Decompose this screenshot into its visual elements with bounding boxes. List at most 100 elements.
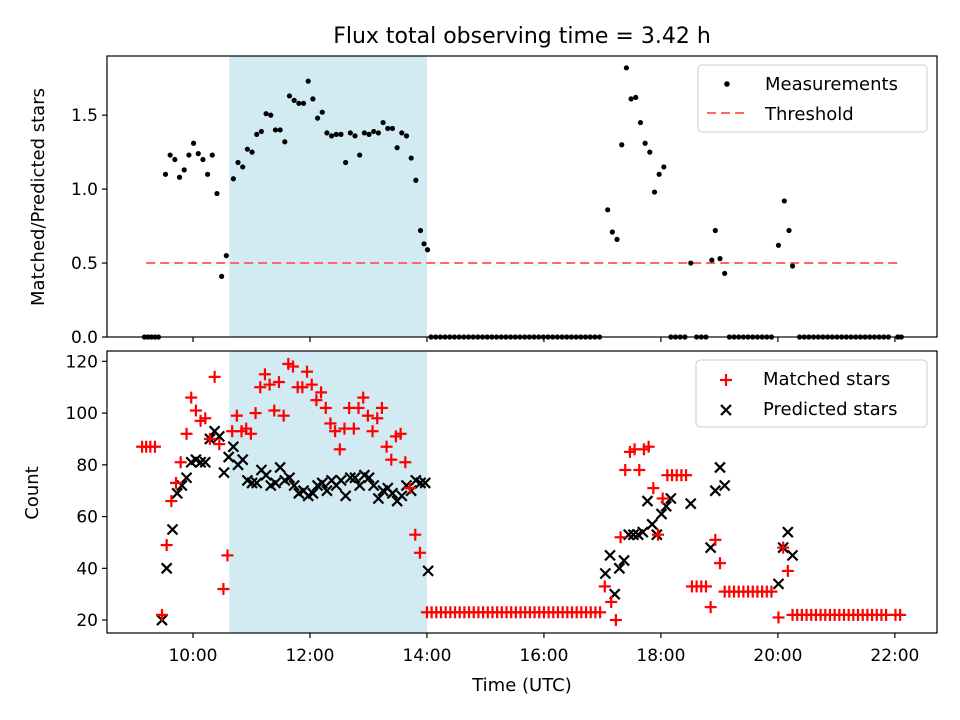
predicted-point bbox=[321, 484, 333, 497]
matched-point bbox=[642, 440, 655, 453]
top-y-ticks: 0.0 0.5 1.0 1.5 bbox=[71, 106, 107, 348]
measurement-point bbox=[296, 100, 302, 106]
matched-point bbox=[287, 360, 300, 373]
matched-point bbox=[385, 453, 398, 466]
matched-point bbox=[189, 404, 202, 417]
matched-point bbox=[277, 409, 290, 422]
predicted-point bbox=[613, 562, 626, 575]
x-tick-label: 16:00 bbox=[519, 646, 568, 666]
measurement-point bbox=[254, 131, 260, 137]
measurement-point bbox=[424, 247, 431, 253]
legend-measurement-marker bbox=[724, 81, 730, 87]
matched-point bbox=[680, 469, 693, 482]
predicted-point bbox=[665, 492, 677, 505]
measurement-point bbox=[190, 140, 197, 146]
measurement-point bbox=[209, 152, 215, 158]
x-axis-label: Time (UTC) bbox=[471, 675, 572, 696]
measurement-point bbox=[240, 164, 246, 170]
predicted-point bbox=[386, 487, 399, 500]
matched-point bbox=[347, 422, 360, 435]
measurement-point bbox=[176, 174, 183, 180]
top-x-ticks bbox=[192, 337, 896, 342]
matched-point bbox=[165, 495, 178, 508]
measurement-point bbox=[223, 253, 229, 259]
predicted-point bbox=[316, 477, 329, 489]
predicted-point bbox=[367, 479, 380, 492]
matched-point bbox=[772, 611, 785, 624]
measurement-point bbox=[394, 145, 400, 151]
y-tick-label: 1.0 bbox=[71, 180, 98, 200]
measurement-point bbox=[314, 115, 321, 121]
measurement-point bbox=[319, 109, 325, 115]
matched-point bbox=[315, 386, 328, 399]
measurement-point bbox=[352, 133, 358, 139]
predicted-point bbox=[627, 528, 640, 541]
y-tick-label: 60 bbox=[76, 508, 98, 528]
predicted-point bbox=[171, 487, 183, 500]
predicted-point bbox=[363, 471, 375, 484]
measurement-point bbox=[789, 263, 796, 269]
matched-point bbox=[380, 440, 393, 453]
measurement-point bbox=[717, 256, 723, 262]
predicted-point bbox=[344, 471, 357, 484]
predicted-point bbox=[709, 484, 722, 497]
measurement-point bbox=[263, 111, 269, 117]
predicted-point bbox=[180, 471, 193, 484]
x-tick-label: 12:00 bbox=[285, 646, 334, 666]
measurement-point bbox=[651, 189, 658, 195]
matched-point bbox=[221, 549, 234, 562]
measurement-point bbox=[421, 241, 427, 247]
measurement-point bbox=[661, 164, 667, 170]
matched-point bbox=[185, 391, 198, 404]
measurement-point bbox=[329, 133, 335, 139]
measurement-point bbox=[268, 112, 274, 118]
matched-point bbox=[199, 412, 212, 425]
predicted-point bbox=[160, 562, 173, 575]
matched-point bbox=[594, 606, 607, 619]
predicted-point bbox=[599, 567, 612, 580]
measurement-point bbox=[399, 130, 405, 136]
predicted-point bbox=[646, 518, 658, 531]
bottom-y-axis-label: Count bbox=[22, 466, 43, 519]
measurement-point bbox=[291, 97, 297, 103]
predicted-point bbox=[283, 471, 296, 484]
legend-threshold-label: Threshold bbox=[764, 104, 854, 125]
measurement-point bbox=[371, 128, 377, 135]
measurement-point bbox=[186, 152, 192, 158]
measurement-point bbox=[357, 152, 363, 158]
legend-predicted-marker bbox=[720, 404, 732, 416]
predicted-point bbox=[339, 490, 352, 502]
matched-point bbox=[609, 614, 622, 627]
matched-point bbox=[272, 376, 285, 389]
x-tick-label: 22:00 bbox=[870, 646, 919, 666]
bottom-x-ticks: 10:00 12:00 14:00 16:00 18:00 20:00 22:00 bbox=[168, 633, 919, 666]
predicted-point bbox=[274, 461, 286, 474]
measurement-point bbox=[333, 131, 339, 137]
matched-point bbox=[651, 528, 664, 541]
measurement-point bbox=[637, 119, 644, 126]
matched-point bbox=[403, 482, 416, 495]
predicted-point bbox=[250, 477, 263, 489]
measurement-point bbox=[380, 119, 386, 126]
predicted-point bbox=[786, 549, 799, 562]
predicted-point bbox=[604, 549, 616, 562]
measurement-point bbox=[375, 130, 382, 136]
measurement-point bbox=[310, 96, 316, 102]
chart-title: Flux total observing time = 3.42 h bbox=[333, 24, 711, 49]
predicted-point bbox=[641, 495, 654, 507]
matched-point bbox=[333, 443, 346, 456]
predicted-point bbox=[419, 477, 431, 489]
y-tick-label: 40 bbox=[76, 559, 98, 579]
predicted-point bbox=[684, 497, 697, 510]
matched-point bbox=[319, 401, 332, 414]
matched-point bbox=[244, 427, 257, 440]
predicted-point bbox=[194, 456, 207, 469]
matched-point bbox=[352, 401, 365, 414]
predicted-point bbox=[422, 565, 434, 577]
matched-point bbox=[409, 528, 422, 541]
matched-point bbox=[217, 583, 230, 596]
measurement-point bbox=[413, 177, 419, 183]
measurement-point bbox=[272, 127, 279, 133]
matched-point bbox=[249, 407, 262, 420]
